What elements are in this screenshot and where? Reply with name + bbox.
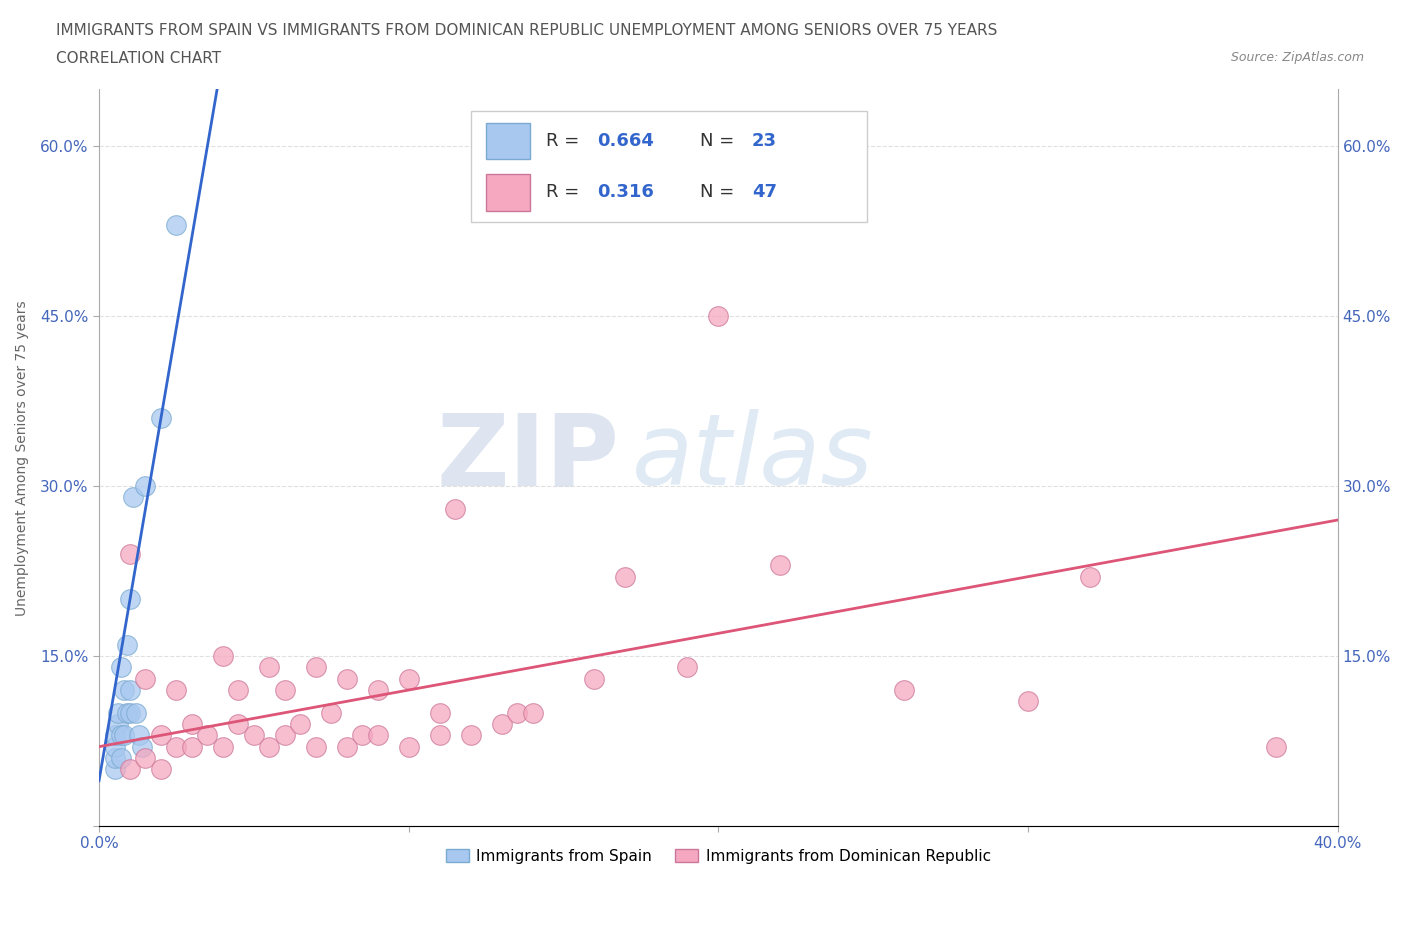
Text: Source: ZipAtlas.com: Source: ZipAtlas.com — [1230, 51, 1364, 64]
Point — [131, 739, 153, 754]
Point — [134, 671, 156, 686]
Point — [165, 218, 187, 232]
Point — [305, 660, 328, 675]
Point — [321, 705, 343, 720]
Text: IMMIGRANTS FROM SPAIN VS IMMIGRANTS FROM DOMINICAN REPUBLIC UNEMPLOYMENT AMONG S: IMMIGRANTS FROM SPAIN VS IMMIGRANTS FROM… — [56, 23, 998, 38]
Point — [769, 558, 792, 573]
Text: ZIP: ZIP — [436, 409, 619, 506]
Point — [181, 717, 204, 732]
Point — [228, 717, 250, 732]
Point — [259, 739, 281, 754]
Point — [118, 705, 141, 720]
Point — [181, 739, 204, 754]
Point — [115, 705, 138, 720]
Point — [110, 660, 132, 675]
Point — [352, 728, 374, 743]
Point — [149, 762, 172, 777]
Point — [367, 728, 389, 743]
Point — [259, 660, 281, 675]
Point — [197, 728, 219, 743]
Point — [290, 717, 312, 732]
Point — [125, 705, 148, 720]
Point — [103, 728, 125, 743]
Point — [103, 751, 125, 765]
Point — [676, 660, 699, 675]
Point — [107, 705, 129, 720]
Point — [107, 717, 129, 732]
Point — [1017, 694, 1039, 709]
Point — [336, 671, 359, 686]
Point — [112, 728, 135, 743]
Point — [522, 705, 544, 720]
Point — [165, 683, 187, 698]
Point — [149, 411, 172, 426]
Point — [336, 739, 359, 754]
Point — [115, 637, 138, 652]
Point — [212, 648, 235, 663]
Point — [707, 309, 730, 324]
Point — [103, 739, 125, 754]
Point — [103, 762, 125, 777]
Legend: Immigrants from Spain, Immigrants from Dominican Republic: Immigrants from Spain, Immigrants from D… — [440, 843, 997, 870]
Point — [110, 728, 132, 743]
Point — [118, 762, 141, 777]
Point — [110, 751, 132, 765]
Point — [118, 683, 141, 698]
Point — [149, 728, 172, 743]
Point — [112, 683, 135, 698]
Point — [128, 728, 150, 743]
Point — [460, 728, 482, 743]
Point — [118, 591, 141, 606]
Point — [429, 705, 451, 720]
Point — [506, 705, 529, 720]
Point — [228, 683, 250, 698]
Point — [122, 490, 145, 505]
Point — [614, 569, 637, 584]
Point — [274, 683, 297, 698]
Point — [398, 739, 420, 754]
Point — [243, 728, 266, 743]
Point — [165, 739, 187, 754]
Point — [398, 671, 420, 686]
Point — [134, 479, 156, 494]
Point — [429, 728, 451, 743]
Point — [118, 547, 141, 562]
Point — [305, 739, 328, 754]
Point — [134, 751, 156, 765]
Point — [1264, 739, 1286, 754]
Point — [274, 728, 297, 743]
Text: atlas: atlas — [631, 409, 873, 506]
Point — [893, 683, 915, 698]
Point — [212, 739, 235, 754]
Point — [444, 501, 467, 516]
Y-axis label: Unemployment Among Seniors over 75 years: Unemployment Among Seniors over 75 years — [15, 299, 30, 616]
Point — [491, 717, 513, 732]
Text: CORRELATION CHART: CORRELATION CHART — [56, 51, 221, 66]
Point — [583, 671, 606, 686]
Point — [1078, 569, 1101, 584]
Point — [367, 683, 389, 698]
